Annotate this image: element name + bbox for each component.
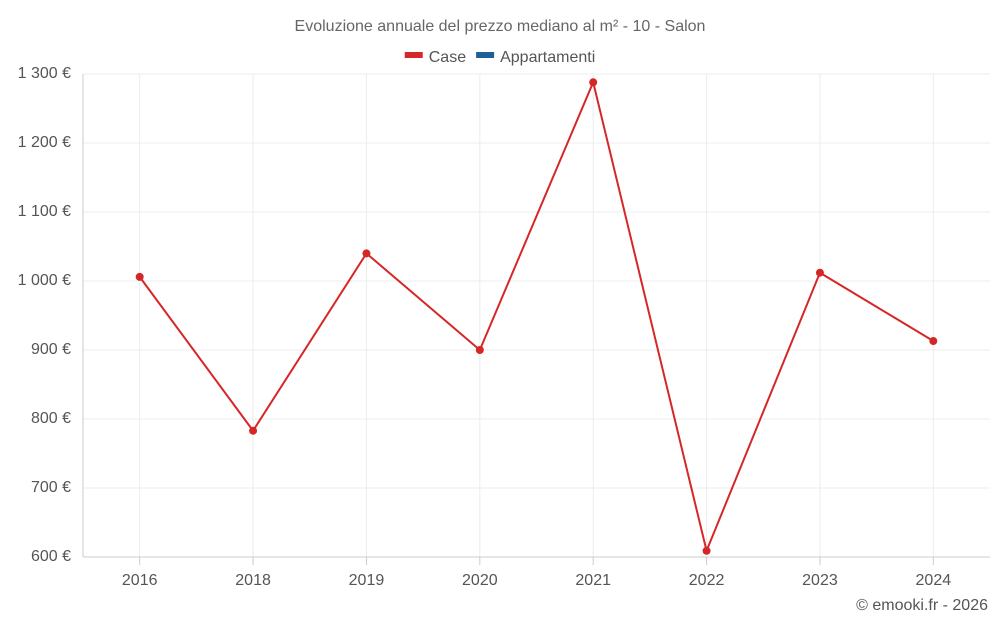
legend-label: Appartamenti [500,49,595,66]
x-tick-label: 2020 [462,572,498,589]
x-tick-label: 2018 [235,572,271,589]
series-lines [138,81,934,552]
data-point[interactable] [929,337,938,346]
data-point[interactable] [475,346,484,354]
y-tick-label: 1 300 € [18,65,71,82]
data-point[interactable] [589,78,598,87]
legend-item-0[interactable]: Case [404,49,466,66]
x-tick-label: 2019 [349,572,385,589]
data-point[interactable] [362,249,371,258]
data-point[interactable] [815,268,824,277]
legend-label: Case [429,49,466,66]
x-tick-label: 2022 [689,572,725,589]
series-points [135,78,938,555]
y-axis-ticks: 600 € 700 € 800 € 900 € 1 000 € 1 100 € 1 200 … [18,65,71,565]
data-point[interactable] [135,272,144,281]
legend: Case Appartamenti [404,49,595,66]
y-tick-label: 900 € [31,341,71,358]
y-tick-label: 1 100 € [18,203,71,220]
chart-title: Evoluzione annuale del prezzo mediano al… [295,18,706,35]
series-line-0 [138,81,934,552]
legend-swatch [476,52,495,58]
data-point[interactable] [702,546,711,555]
y-tick-label: 1 000 € [18,272,71,289]
data-point[interactable] [249,426,258,435]
x-tick-label: 2024 [916,572,952,589]
x-tick-label: 2021 [575,572,611,589]
y-tick-label: 700 € [31,479,71,496]
legend-item-1[interactable]: Appartamenti [476,49,595,66]
x-tick-label: 2023 [802,572,838,589]
y-tick-label: 600 € [31,548,71,565]
y-tick-label: 1 200 € [18,134,71,151]
credit-text: © emooki.fr - 2026 [856,597,988,614]
grid [82,73,990,558]
legend-swatch [404,52,423,58]
y-tick-label: 800 € [31,410,71,427]
x-axis-ticks: 2016 2018 2019 2020 2021 2022 2023 2024 [122,557,951,589]
x-tick-label: 2016 [122,572,158,589]
